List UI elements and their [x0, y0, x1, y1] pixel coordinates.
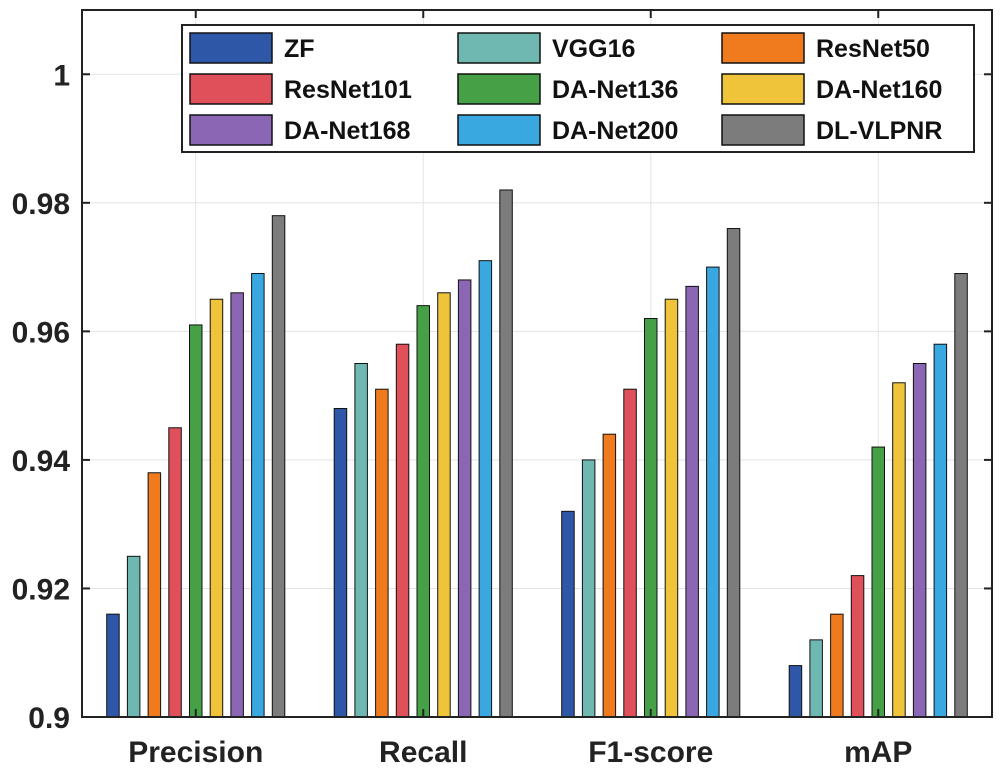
bar-da-net168-recall [457, 279, 472, 718]
x-tick-label: Recall [379, 736, 467, 769]
legend-label-da-net168: DA-Net168 [284, 117, 411, 145]
legend-label-vgg16: VGG16 [552, 35, 635, 63]
bar-resnet50-recall [375, 388, 389, 718]
bar-da-net200-recall [478, 260, 493, 718]
legend-swatch-da-net200 [457, 114, 541, 146]
bar-da-net168-f1-score [685, 285, 699, 718]
bar-dl-vlpnr-recall [499, 189, 513, 718]
bar-zf-precision [106, 613, 120, 718]
bar-vgg16-recall [354, 363, 368, 718]
bars [106, 189, 968, 718]
bar-zf-f1-score [561, 510, 575, 718]
bar-vgg16-map [809, 639, 823, 718]
legend-swatch-da-net168 [189, 114, 273, 146]
bar-da-net160-precision [209, 298, 224, 718]
bar-da-net168-map [912, 363, 927, 718]
bar-resnet101-precision [168, 427, 182, 718]
bar-resnet50-precision [147, 472, 162, 718]
bar-resnet101-recall [395, 343, 410, 718]
legend-swatch-zf [189, 32, 273, 64]
bar-vgg16-precision [126, 555, 141, 718]
bar-da-net136-recall [416, 305, 430, 718]
y-tick-label: 0.96 [12, 316, 70, 349]
bar-zf-map [788, 665, 803, 718]
bar-da-net136-precision [189, 324, 203, 718]
bar-da-net160-map [892, 382, 906, 718]
legend-label-zf: ZF [284, 35, 315, 63]
bar-dl-vlpnr-f1-score [726, 228, 741, 718]
plot-area-frame [81, 9, 993, 718]
bar-dl-vlpnr-map [954, 273, 968, 718]
bar-da-net200-f1-score [706, 266, 720, 718]
bar-da-net136-map [871, 446, 885, 718]
y-tick-label: 0.98 [12, 188, 70, 221]
legend-label-da-net160: DA-Net160 [816, 76, 942, 104]
y-tick-label: 0.92 [12, 573, 70, 606]
legend-label-resnet101: ResNet101 [284, 76, 412, 104]
bar-zf-recall [333, 407, 348, 718]
legend-swatch-resnet101 [189, 73, 273, 105]
bar-resnet101-f1-score [623, 388, 637, 718]
x-tick-label: mAP [844, 736, 912, 769]
legend-swatch-resnet50 [721, 32, 805, 64]
legend-label-da-net136: DA-Net136 [552, 76, 678, 104]
bar-da-net168-precision [230, 292, 244, 718]
legend: ZF VGG16 ResNet50 ResNet101 DA-Net136 DA-Net1… [181, 24, 975, 153]
legend-swatch-vgg16 [457, 32, 541, 64]
legend-swatch-dl-vlpnr [721, 114, 805, 146]
y-tick-label: 1 [53, 59, 70, 92]
bar-resnet50-map [830, 613, 844, 718]
y-tick-label: 0.9 [28, 702, 70, 735]
x-axis-ticks: Precision Recall F1-score mAP [128, 10, 912, 769]
legend-label-da-net200: DA-Net200 [552, 117, 678, 145]
bar-vgg16-f1-score [581, 459, 596, 718]
y-axis-ticks: 0.9 0.92 0.94 0.96 0.98 1 [12, 59, 992, 735]
legend-label-dl-vlpnr: DL-VLPNR [816, 117, 942, 145]
legend-box [181, 24, 975, 153]
bar-da-net200-map [933, 343, 948, 718]
y-tick-label: 0.94 [12, 445, 71, 478]
bar-da-net200-precision [251, 273, 265, 718]
bar-da-net160-recall [437, 292, 451, 718]
legend-swatch-da-net160 [721, 73, 805, 105]
bar-da-net136-f1-score [644, 318, 658, 718]
bar-resnet50-f1-score [602, 433, 617, 718]
x-tick-label: F1-score [588, 736, 713, 769]
legend-label-resnet50: ResNet50 [816, 35, 930, 63]
x-tick-label: Precision [128, 736, 263, 769]
bar-da-net160-f1-score [664, 298, 679, 718]
bar-resnet101-map [850, 575, 865, 718]
legend-swatch-da-net136 [457, 73, 541, 105]
bar-dl-vlpnr-precision [271, 215, 286, 718]
